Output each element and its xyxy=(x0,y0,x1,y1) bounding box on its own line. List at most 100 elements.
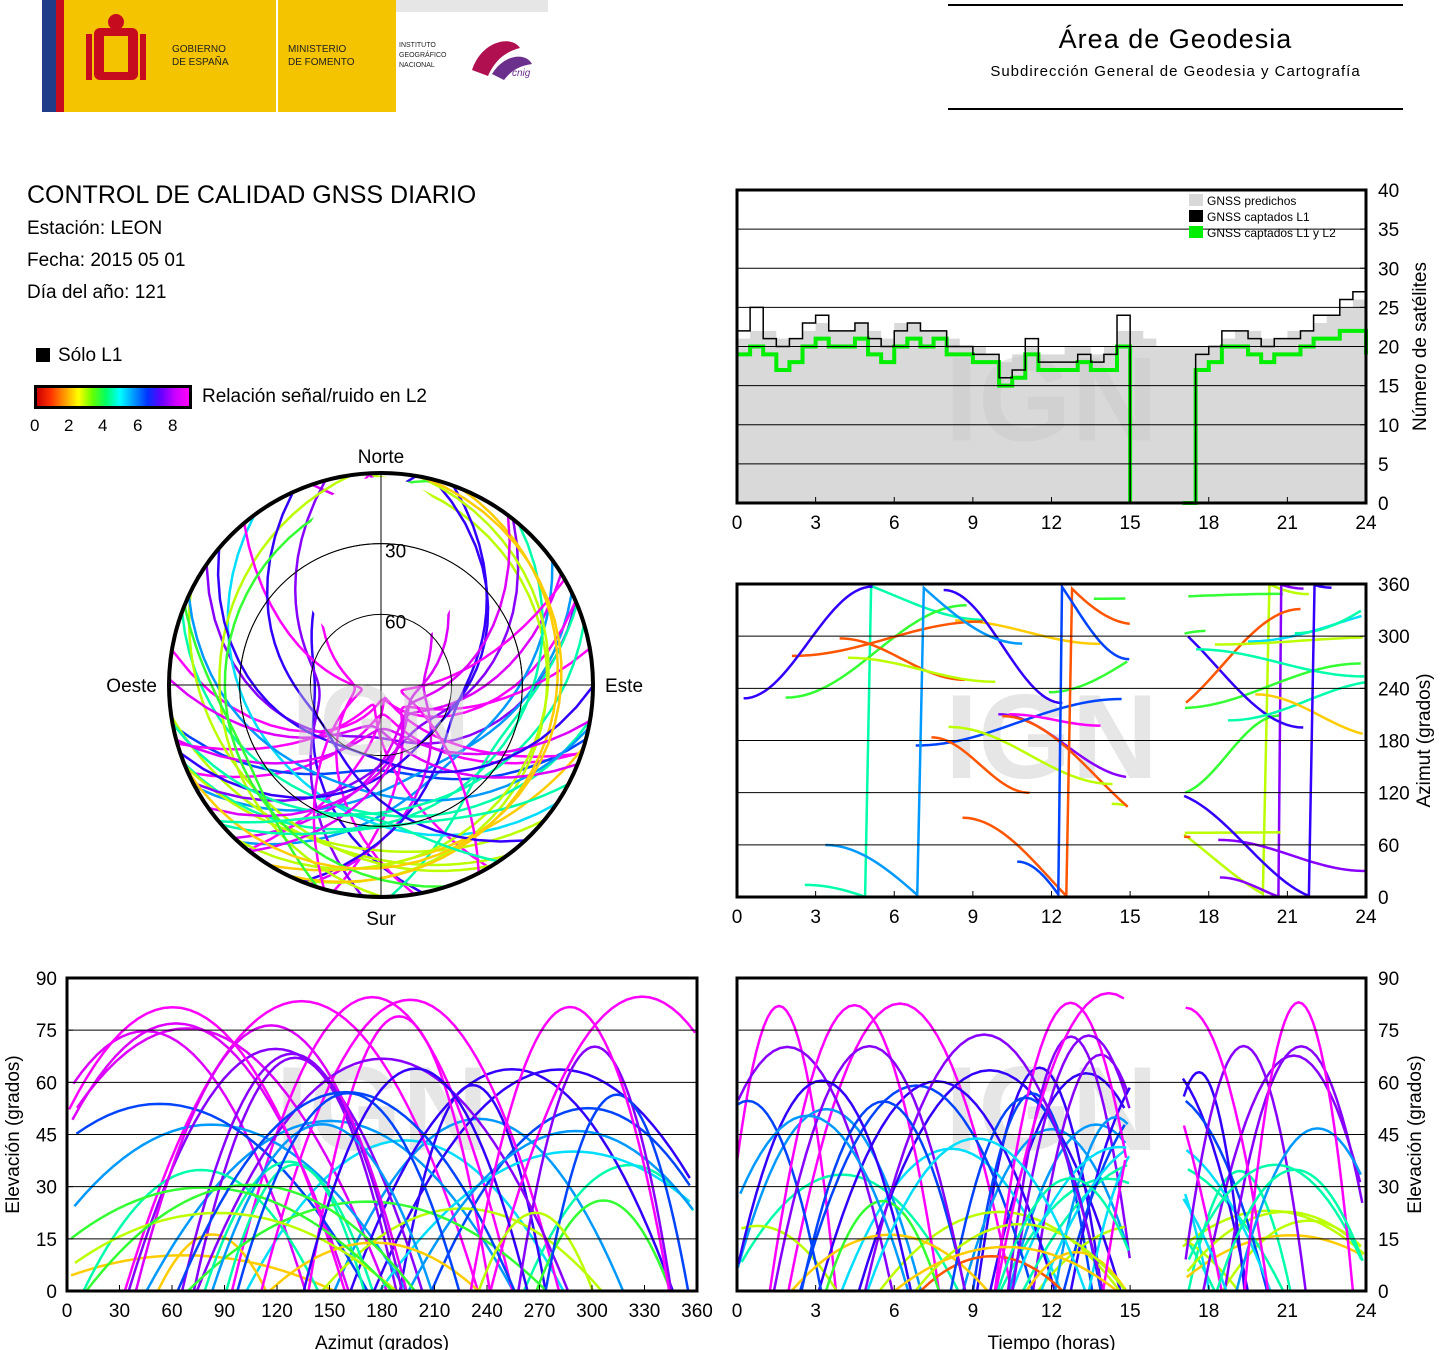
skyplot-track xyxy=(218,474,384,897)
skyplot-east-label: Este xyxy=(605,676,643,697)
azimuth-track xyxy=(847,656,996,683)
elevation-time-track xyxy=(1184,1044,1307,1292)
elev-azimuth-xtick-label: 30 xyxy=(109,1301,130,1322)
elevation-azimuth-track xyxy=(187,1200,548,1292)
skyplot-track xyxy=(185,475,563,870)
snr-tick: 4 xyxy=(98,416,108,435)
elev-time-xtick-label: 15 xyxy=(1120,1301,1141,1322)
elevation-time-track xyxy=(737,1099,823,1292)
skyplot-track xyxy=(293,479,364,897)
elevation-time-track xyxy=(798,1084,1034,1292)
elevation-time-track xyxy=(817,1079,1057,1292)
svg-text:DE FOMENTO: DE FOMENTO xyxy=(288,57,355,68)
gobierno-text: GOBIERNO xyxy=(172,44,226,55)
elevation-azimuth-track xyxy=(372,1068,691,1292)
institutional-logos: GOBIERNO DE ESPAÑA MINISTERIO DE FOMENTO… xyxy=(42,0,548,112)
elevation-time-track xyxy=(961,1127,1130,1292)
elevation-azimuth-track xyxy=(302,1067,529,1292)
elevation-azimuth-track xyxy=(210,1122,433,1292)
elev-time-xtick-label: 3 xyxy=(810,1301,821,1322)
azimuth-time-xtick-label: 18 xyxy=(1198,907,1219,928)
elev-time-ytick-label: 60 xyxy=(1378,1073,1399,1094)
elev-azimuth-xtick-label: 240 xyxy=(471,1301,503,1322)
azimuth-time-xtick-label: 3 xyxy=(810,907,821,928)
elev-azimuth-ytick-label: 30 xyxy=(36,1178,57,1199)
elev-azimuth-ytick-label: 60 xyxy=(36,1073,57,1094)
svg-text:GEOGRÁFICO: GEOGRÁFICO xyxy=(399,50,447,59)
elevation-azimuth-track xyxy=(74,1211,398,1292)
azimuth-track xyxy=(948,725,1113,786)
elev-time-frame xyxy=(735,976,1368,1293)
skyplot-track xyxy=(400,578,566,874)
snr-tick: 2 xyxy=(64,416,74,435)
sat-count-legend: GNSS predichos GNSS captados L1 GNSS capta… xyxy=(1189,194,1336,240)
azimuth-time-ytick-label: 300 xyxy=(1378,627,1410,648)
doy-label: Día del año: 121 xyxy=(27,282,167,303)
elev-azimuth-ytick-label: 15 xyxy=(36,1230,57,1251)
elev-azimuth-ylabel: Elevación (grados) xyxy=(3,1055,24,1213)
elev-time-xlabel: Tiempo (horas) xyxy=(987,1333,1115,1350)
azimuth-track xyxy=(785,603,967,699)
sat-count-ytick-label: 25 xyxy=(1378,298,1399,319)
elevation-azimuth-track xyxy=(398,1083,547,1292)
elevation-time-track xyxy=(772,1044,967,1292)
elevation-time-track xyxy=(999,1177,1216,1292)
elevation-azimuth-track xyxy=(544,1093,690,1292)
elev-time-xtick-label: 6 xyxy=(889,1301,900,1322)
legend-label: GNSS captados L1 xyxy=(1207,210,1310,224)
elevation-time-track xyxy=(866,1137,1087,1292)
elev-azimuth-xtick-label: 210 xyxy=(419,1301,451,1322)
sat-count-xtick-label: 21 xyxy=(1277,513,1298,534)
skyplot-track xyxy=(242,522,363,890)
elevation-azimuth-track xyxy=(349,1067,675,1292)
area-title: Área de Geodesia xyxy=(1058,24,1293,54)
skyplot-south-label: Sur xyxy=(366,909,396,930)
legend-label: GNSS captados L1 y L2 xyxy=(1207,226,1336,240)
elevation-azimuth-track xyxy=(230,995,514,1292)
ministerio-panel xyxy=(278,0,396,112)
skyplot-track xyxy=(226,514,558,837)
sat-count-xtick-label: 24 xyxy=(1355,513,1377,534)
azimuth-time-frame xyxy=(735,582,1368,899)
elevation-time-track xyxy=(1186,1210,1362,1273)
elev-azimuth-ytick-label: 90 xyxy=(36,969,57,990)
elev-time-xtick-label: 24 xyxy=(1355,1301,1377,1322)
elevation-time-track xyxy=(994,991,1223,1292)
azimuth-time-xtick-label: 9 xyxy=(968,907,979,928)
skyplot-track xyxy=(179,478,490,799)
elev-azimuth-xtick-label: 90 xyxy=(214,1301,235,1322)
azimuth-time-ytick-label: 180 xyxy=(1378,732,1410,753)
elevation-azimuth-track xyxy=(517,1045,673,1292)
elev-time-ytick-label: 75 xyxy=(1378,1021,1399,1042)
elev-azimuth-frame xyxy=(65,976,699,1293)
skyplot-ring-30-top xyxy=(239,543,523,827)
elev-time-xtick-label: 9 xyxy=(968,1301,979,1322)
flag-red-left xyxy=(56,0,64,112)
elevation-time-track xyxy=(988,1071,1126,1292)
elevation-time-track xyxy=(1215,1168,1364,1292)
elev-azimuth-ytick-label: 45 xyxy=(36,1126,57,1147)
elev-azimuth-ytick-label: 0 xyxy=(46,1282,57,1303)
sat-count-xtick-label: 9 xyxy=(968,513,979,534)
sat-count-xtick-label: 0 xyxy=(732,513,743,534)
elev-time-xtick-label: 0 xyxy=(732,1301,743,1322)
sat-count-ytick-label: 15 xyxy=(1378,377,1399,398)
legend-swatch xyxy=(1189,226,1203,238)
skyplot-chart: IGN 30 60 Norte Sur Oeste Este xyxy=(106,447,643,930)
azimuth-time-xtick-label: 6 xyxy=(889,907,900,928)
elev-azimuth-xtick-label: 120 xyxy=(261,1301,293,1322)
elevation-azimuth-track xyxy=(70,1186,393,1292)
eu-strip xyxy=(42,0,56,112)
elevation-azimuth-track xyxy=(489,995,697,1292)
elevation-azimuth-track xyxy=(73,1123,408,1292)
sat-count-frame xyxy=(735,188,1368,505)
station-label: Estación: LEON xyxy=(27,218,163,239)
skyplot-track xyxy=(247,696,582,852)
svg-text:NACIONAL: NACIONAL xyxy=(399,62,435,69)
azimuth-track xyxy=(1008,712,1101,727)
ministerio-text: MINISTERIO xyxy=(288,44,347,55)
azimuth-time-xtick-label: 15 xyxy=(1120,907,1141,928)
elev-time-xtick-label: 21 xyxy=(1277,1301,1298,1322)
